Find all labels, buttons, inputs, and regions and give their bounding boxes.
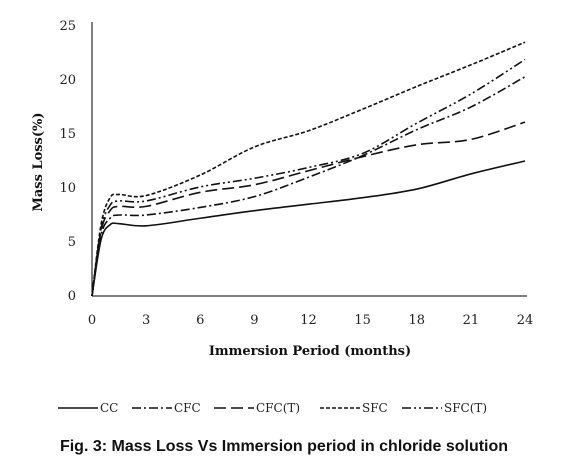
legend-label: SFC(T) xyxy=(444,401,487,415)
legend: CC CFC CFC(T) SFC SFC(T) xyxy=(58,401,487,415)
y-axis-label: Mass Loss(%) xyxy=(31,112,46,211)
x-tick-label: 21 xyxy=(463,313,480,328)
series-line xyxy=(91,121,526,297)
y-tick-label: 0 xyxy=(68,289,76,304)
x-tick-labels: 0 3 6 9 12 15 18 21 24 xyxy=(88,313,533,328)
x-tick-label: 0 xyxy=(88,313,96,328)
series-lines xyxy=(91,41,526,297)
series-line xyxy=(91,160,526,297)
series-line xyxy=(91,41,526,297)
x-tick-label: 24 xyxy=(517,313,534,328)
y-tick-labels: 0 5 10 15 20 25 xyxy=(59,19,76,304)
y-tick-label: 5 xyxy=(68,235,76,250)
x-tick-label: 6 xyxy=(196,313,204,328)
series-line xyxy=(91,58,526,297)
figure-caption: Fig. 3: Mass Loss Vs Immersion period in… xyxy=(59,438,509,455)
legend-label: CC xyxy=(100,401,118,415)
y-tick-label: 10 xyxy=(59,181,76,196)
series-line xyxy=(91,76,526,297)
x-tick-label: 15 xyxy=(354,313,371,328)
x-tick-label: 9 xyxy=(250,313,258,328)
y-tick-label: 20 xyxy=(59,73,76,88)
x-tick-label: 3 xyxy=(142,313,150,328)
legend-label: CFC xyxy=(174,401,201,415)
x-tick-label: 12 xyxy=(300,313,317,328)
mass-loss-chart: 0 3 6 9 12 15 18 21 24 0 5 10 15 20 25 Immersion Peri… xyxy=(31,19,533,415)
y-tick-label: 25 xyxy=(59,19,76,34)
legend-label: SFC xyxy=(362,401,388,415)
legend-label: CFC(T) xyxy=(256,401,300,415)
x-tick-label: 18 xyxy=(408,313,425,328)
x-axis-label: Immersion Period (months) xyxy=(209,344,411,359)
y-tick-label: 15 xyxy=(59,127,76,142)
axes xyxy=(91,22,527,297)
